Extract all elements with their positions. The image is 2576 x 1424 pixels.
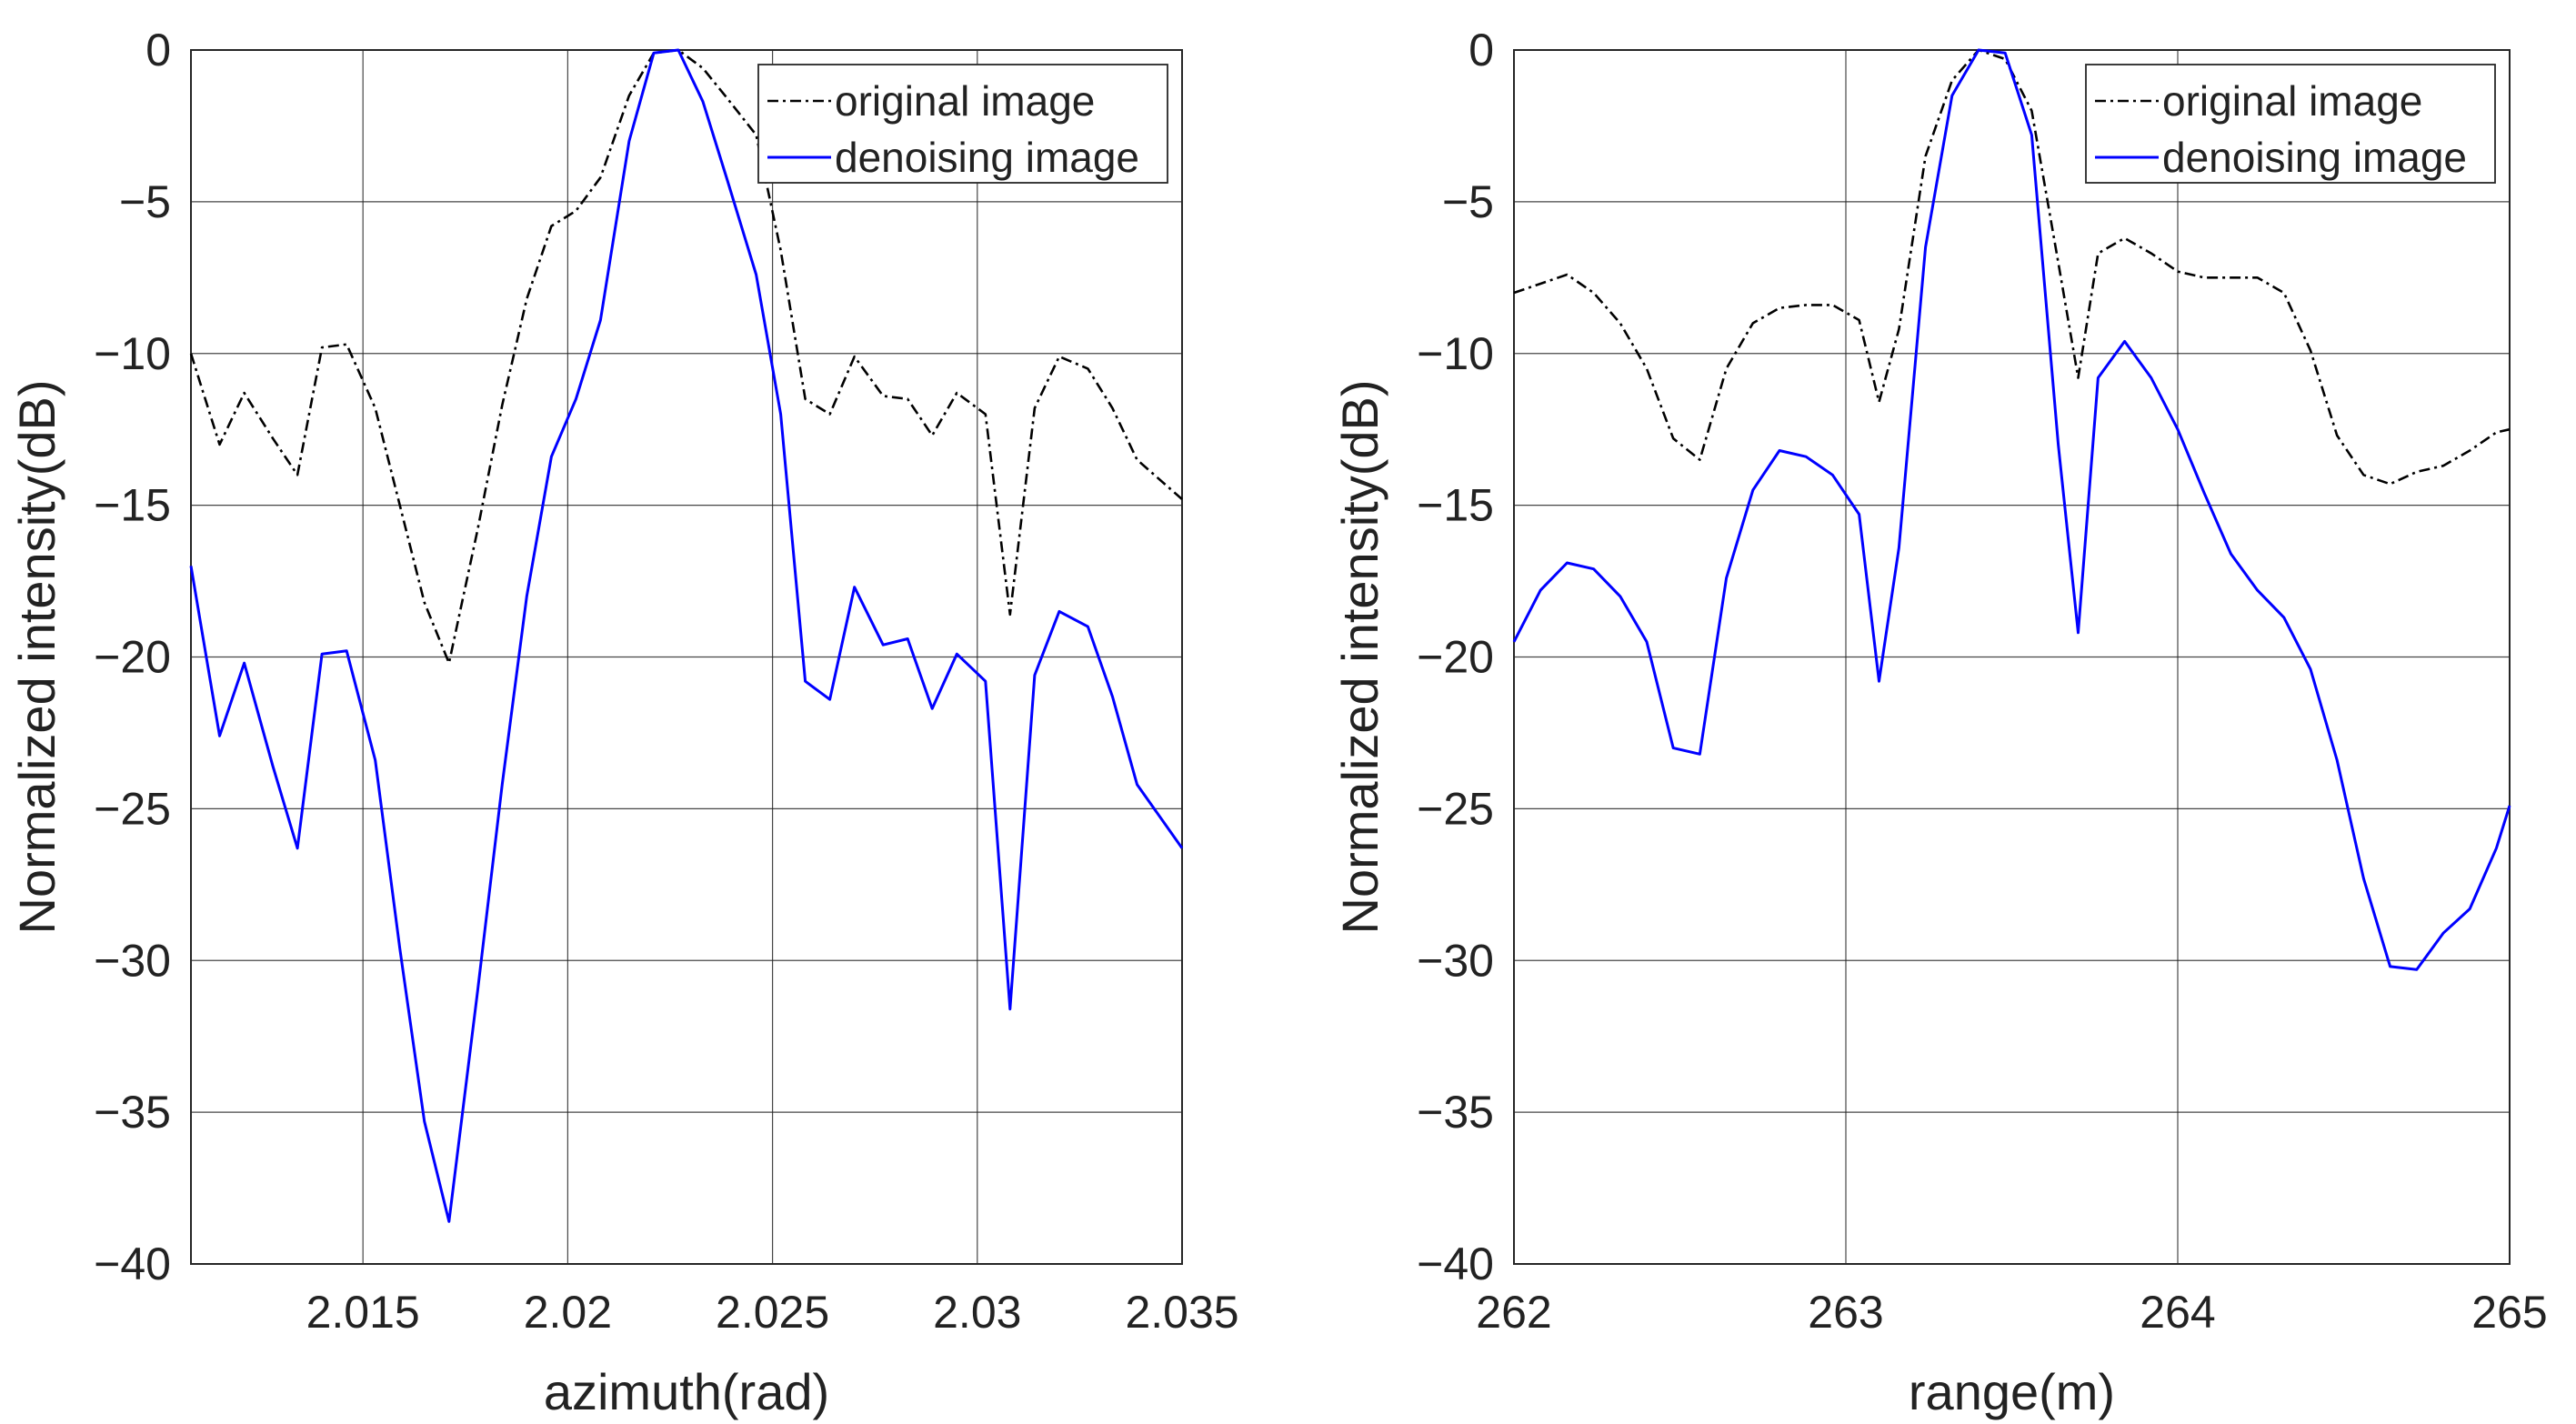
axes-frame	[190, 49, 1183, 1265]
x-tick-label: 2.015	[306, 1287, 420, 1338]
legend-label: denoising image	[835, 134, 1139, 181]
series-line-denoising	[1512, 48, 2511, 971]
axes-frame	[1513, 49, 2511, 1265]
y-tick-label: 0	[1468, 25, 1494, 75]
y-tick-label: −15	[1417, 480, 1494, 531]
x-tick-label: 2.03	[933, 1287, 1021, 1338]
x-tick-label: 2.025	[716, 1287, 829, 1338]
y-tick-label: −10	[94, 328, 171, 379]
series-line-original	[189, 48, 1183, 665]
x-tick-label: 262	[1476, 1287, 1551, 1338]
legend: original image denoising image	[2085, 64, 2496, 184]
x-tick-label: 2.02	[524, 1287, 612, 1338]
legend-label: denoising image	[2162, 134, 2467, 181]
y-tick-label: −25	[94, 783, 171, 834]
y-tick-label: −20	[94, 632, 171, 683]
legend: original image denoising image	[757, 64, 1168, 184]
x-tick-label: 264	[2140, 1287, 2215, 1338]
series-line-denoising	[189, 48, 1184, 1223]
y-tick-label: −40	[94, 1238, 171, 1289]
y-axis-label: Normalized intensity(dB)	[8, 380, 65, 935]
y-tick-label: −15	[94, 480, 171, 531]
x-tick-label: 263	[1808, 1287, 1883, 1338]
y-tick-label: −10	[1417, 328, 1494, 379]
y-tick-label: −20	[1417, 632, 1494, 683]
y-tick-label: −35	[94, 1087, 171, 1138]
y-tick-label: −5	[119, 176, 171, 227]
y-tick-label: −25	[1417, 783, 1494, 834]
x-tick-label: 265	[2471, 1287, 2547, 1338]
x-axis-label: azimuth(rad)	[544, 1363, 829, 1420]
legend-label: original image	[2162, 77, 2422, 125]
x-axis-label: range(m)	[1909, 1363, 2115, 1420]
y-tick-label: −30	[94, 935, 171, 986]
y-tick-label: −35	[1417, 1087, 1494, 1138]
legend-box	[757, 64, 1168, 184]
y-tick-label: −40	[1417, 1238, 1494, 1289]
y-tick-label: −5	[1442, 176, 1494, 227]
chart-1: 0 −5 −10 −15 −20 −25 −30 −35 −40 2.015 2.02 2.025 2.…	[8, 25, 1239, 1420]
y-tick-label: 0	[145, 25, 171, 75]
y-tick-label: −30	[1417, 935, 1494, 986]
series-line-original	[1513, 48, 2511, 486]
legend-label: original image	[835, 77, 1095, 125]
x-tick-label: 2.035	[1125, 1287, 1238, 1338]
legend-box	[2085, 64, 2496, 184]
y-axis-label: Normalized intensity(dB)	[1331, 380, 1388, 935]
